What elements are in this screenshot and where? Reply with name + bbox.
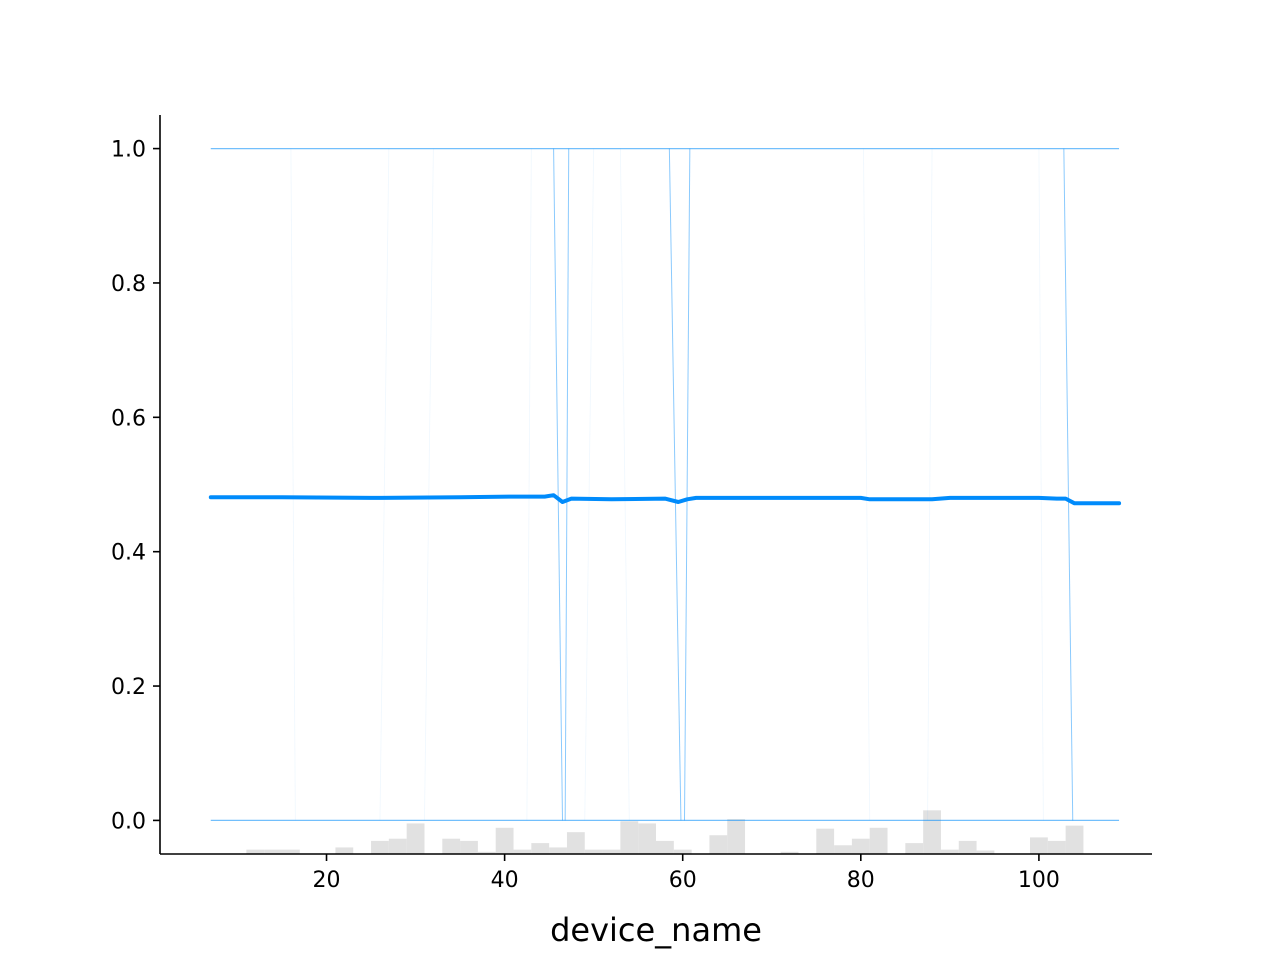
histogram-bar [584,849,603,854]
histogram-bar [460,840,478,854]
ice-transition-line [1038,148,1044,821]
histogram-bar [1047,840,1066,854]
y-tick-label: 0.0 [111,809,146,834]
ice-transition-line [668,148,682,821]
x-tick-label: 80 [847,868,875,893]
ice-transition-line [290,148,296,821]
histogram-bar [246,849,265,854]
ice-transition-line [619,148,630,821]
y-ticks: 0.0 0.2 0.4 0.6 0.8 1.0 [111,138,160,834]
y-tick-label: 0.6 [111,406,146,431]
histogram-bar [816,828,835,854]
histogram-bar [638,823,656,854]
histogram-bar [1065,825,1084,854]
x-ticks: 20 40 60 80 100 [313,854,1060,893]
x-tick-label: 40 [491,868,519,893]
histogram-bar [673,849,692,854]
ice-transition-line [424,148,434,821]
x-tick-label: 20 [313,868,341,893]
histogram-bar [566,832,585,854]
histogram-bar [976,850,995,854]
ice-transition-line [526,148,532,821]
y-tick-label: 0.2 [111,675,146,700]
histogram-bar [281,849,300,854]
histogram-bar [709,835,728,854]
histogram [246,810,1084,854]
y-tick-label: 1.0 [111,138,146,163]
histogram-bar [620,821,639,854]
histogram-bar [335,847,354,854]
histogram-bar [780,851,799,854]
histogram-bar [869,827,888,854]
histogram-bar [531,843,550,854]
ice-transition-line [683,148,691,821]
ice-transition-line [1063,148,1074,821]
histogram-bar [923,810,941,854]
histogram-bar [513,849,532,854]
histogram-bar [727,819,746,854]
average-line [208,493,1122,506]
histogram-bar [477,851,496,854]
ice-transition-line [927,148,933,821]
ice-transition-line [863,148,871,821]
axes [159,115,1152,855]
ice-transition-line [379,148,390,821]
histogram-bar [371,840,389,854]
histogram-bar [1030,837,1048,854]
histogram-bar [656,840,674,854]
histogram-bar [442,838,461,854]
histogram-bar [958,840,977,854]
x-tick-label: 60 [669,868,697,893]
ice-transition-line [553,148,563,821]
x-tick-label: 100 [1018,868,1060,893]
histogram-bar [905,843,924,854]
histogram-bar [851,838,870,854]
ice-lines [210,147,1120,822]
histogram-bar [495,827,514,854]
x-axis-title: device_name [550,911,762,949]
histogram-bar [940,849,959,854]
y-tick-label: 0.8 [111,272,146,297]
histogram-bar [406,823,425,854]
histogram-bar [602,849,621,854]
histogram-bar [388,838,407,854]
histogram-bar [834,845,852,854]
y-tick-label: 0.4 [111,541,146,566]
histogram-bar [549,847,567,854]
ice-transition-line [584,148,595,821]
average-series-line [208,493,1122,506]
ice-transition-line [564,148,570,821]
histogram-bar [264,849,282,854]
